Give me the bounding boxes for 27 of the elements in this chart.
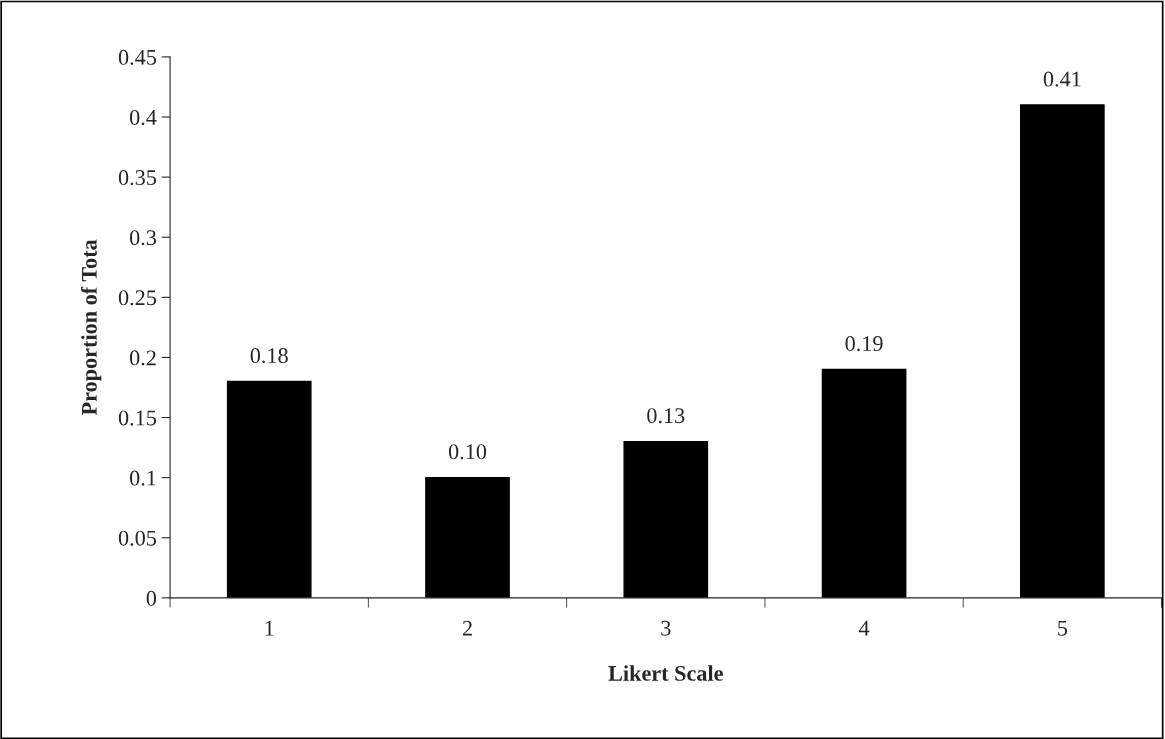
y-tick-label: 0.2 [129, 350, 156, 366]
y-tick-label: 0.4 [129, 109, 157, 126]
y-tick-label: 0.45 [118, 49, 157, 65]
bar [226, 380, 312, 598]
x-tick-label: 4 [858, 620, 870, 636]
y-tick-label: 0.25 [118, 290, 157, 306]
bar [425, 476, 510, 598]
data-label: 0.13 [647, 408, 685, 424]
y-tick-label: 0.05 [118, 530, 157, 546]
bar [1020, 104, 1105, 598]
y-axis-title: Proportion of Tota [80, 239, 102, 416]
data-label: 0.10 [448, 444, 487, 460]
x-tick-label: 1 [265, 620, 274, 636]
data-label: 0.19 [845, 336, 883, 352]
x-tick-label: 2 [462, 620, 472, 636]
y-tick-label: 0.35 [118, 170, 157, 186]
bar [821, 368, 907, 598]
x-axis-title: Likert Scale [608, 665, 723, 681]
data-label: 0.18 [250, 348, 288, 364]
y-tick-label: 0.1 [129, 470, 156, 486]
x-tick-label: 3 [661, 620, 671, 636]
y-tick-label: 0.15 [118, 410, 157, 426]
x-tick-label: 5 [1058, 620, 1068, 636]
y-tick-label: 0 [146, 590, 157, 606]
data-label: 0.41 [1043, 71, 1081, 87]
y-tick-label: 0.3 [129, 230, 157, 246]
bar [623, 440, 709, 598]
